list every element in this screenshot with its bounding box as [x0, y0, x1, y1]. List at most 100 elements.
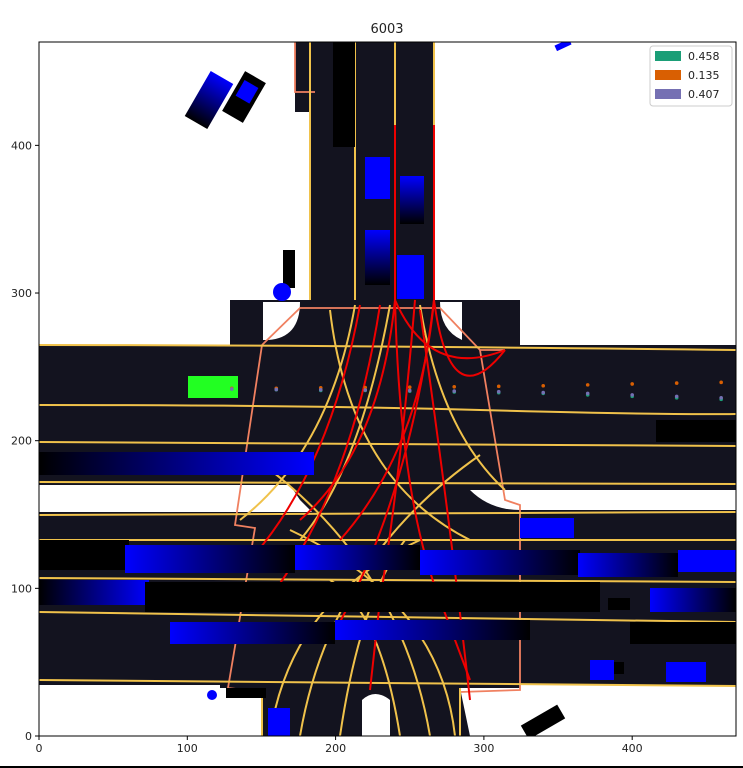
trajectory-point-0.407	[229, 387, 234, 391]
trajectory-point-0.135	[674, 381, 679, 385]
pedestrian	[273, 283, 291, 301]
lane-line	[299, 454, 481, 736]
vehicle	[554, 42, 572, 52]
trajectory-point-0.407	[452, 389, 457, 393]
plot-frame	[38, 41, 737, 737]
lane-line	[39, 679, 736, 687]
vehicle-trace	[520, 704, 566, 736]
legend-swatch	[655, 70, 681, 80]
trajectory-point-0.135	[496, 384, 501, 389]
legend-label: 0.407	[688, 88, 720, 101]
lane-line	[39, 577, 736, 583]
chart-title: 6003	[370, 22, 403, 37]
x-tick-label: 300	[473, 742, 494, 755]
vehicle	[268, 708, 290, 736]
island-nw	[263, 302, 300, 340]
agents	[39, 42, 736, 736]
trajectory-series	[229, 380, 723, 402]
lane-line	[299, 304, 391, 541]
trajectory-point-0.135	[541, 383, 546, 388]
vehicle	[678, 550, 736, 572]
vehicle-trace	[656, 420, 736, 442]
lane-line	[39, 344, 736, 351]
x-tick-label: 400	[622, 742, 643, 755]
vehicle	[222, 71, 266, 123]
vehicle-trace	[630, 622, 736, 644]
vehicle	[295, 545, 420, 570]
boundary-nw-curb	[294, 42, 315, 93]
lane-line	[39, 404, 736, 416]
vehicle	[400, 176, 424, 224]
vehicle	[666, 662, 706, 682]
vehicle-trace	[226, 688, 266, 698]
lane-line	[249, 454, 431, 736]
corner-sw	[39, 688, 262, 736]
median-east	[470, 490, 736, 510]
vehicle	[39, 580, 149, 605]
trajectory-point-0.407	[407, 388, 412, 393]
legend-label: 0.458	[688, 50, 720, 63]
road-north-shoulder	[295, 42, 315, 112]
route-lane	[419, 309, 471, 701]
route-lane	[249, 304, 361, 561]
route-lane	[369, 299, 416, 691]
trajectory-point-0.407	[585, 391, 590, 396]
vehicle	[650, 588, 736, 612]
y-tick-label: 400	[11, 139, 32, 152]
trajectory-point-0.407	[719, 396, 723, 400]
trajectory-point-0.407	[630, 393, 634, 397]
y-axis: 0 100 200 300 400	[11, 139, 39, 743]
lane-line	[39, 441, 736, 447]
vehicle	[365, 230, 390, 285]
trajectory-point-0.135	[363, 385, 368, 390]
vehicle	[365, 157, 390, 199]
island-ne	[440, 302, 462, 340]
vehicle	[170, 622, 335, 644]
trajectory-point-0.407	[541, 390, 546, 395]
route-lane	[433, 299, 506, 377]
vehicle-trace	[39, 540, 129, 570]
x-tick-label: 200	[325, 742, 346, 755]
boundary-east	[459, 349, 521, 693]
vehicle-trace	[283, 250, 295, 288]
lane-line	[419, 304, 506, 491]
trajectory-point-0.135	[630, 382, 634, 386]
median-west	[39, 485, 312, 512]
trajectory-point-0.407	[363, 388, 368, 392]
lane-line	[239, 304, 356, 521]
vehicle	[39, 452, 314, 475]
median-islands	[39, 302, 736, 736]
vehicle	[125, 545, 295, 573]
route-lane	[299, 125, 396, 521]
trajectory-point-0.407	[674, 394, 679, 399]
vehicle	[335, 620, 530, 640]
island-south	[362, 694, 390, 736]
lane-line	[329, 309, 471, 541]
trajectory-point-0.135	[407, 385, 412, 390]
ego-vehicle	[188, 376, 238, 398]
plot-area	[39, 42, 736, 736]
vehicle-trace	[333, 42, 355, 147]
vehicle	[420, 550, 580, 575]
route-lane	[394, 299, 506, 360]
route-lane	[259, 304, 381, 611]
x-tick-label: 0	[36, 742, 43, 755]
trajectory-point-0.135	[719, 380, 723, 385]
pedestrian	[207, 690, 217, 700]
lane-line	[39, 611, 736, 623]
lane-line	[39, 481, 736, 485]
trajectory-point-0.407	[318, 387, 323, 392]
trajectory-point-0.407	[496, 389, 501, 394]
y-tick-label: 100	[11, 582, 32, 595]
trajectory-point-0.135	[585, 383, 590, 387]
vehicle-trace	[145, 582, 600, 612]
vehicle	[520, 518, 574, 538]
corner-se	[460, 688, 736, 736]
x-tick-label: 100	[177, 742, 198, 755]
y-tick-label: 300	[11, 287, 32, 300]
vehicle	[590, 660, 614, 680]
boundary-north	[261, 307, 505, 351]
trajectory-point-0.135	[452, 384, 457, 389]
legend: 0.458 0.135 0.407	[649, 45, 733, 107]
